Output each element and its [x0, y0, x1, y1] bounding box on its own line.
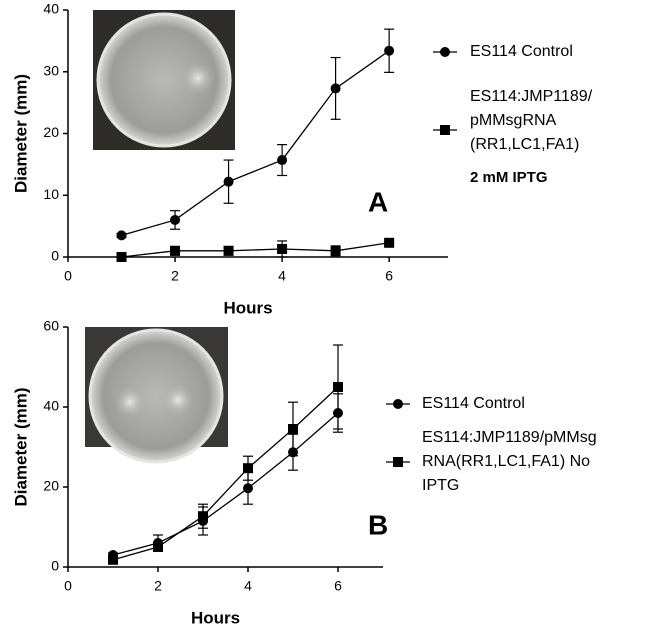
- x-tick-label: 6: [385, 268, 393, 284]
- marker: [333, 382, 343, 392]
- marker: [384, 45, 395, 56]
- y-tick-label: 10: [43, 186, 59, 202]
- legend-label: ES114:JMP1189/pMMsgRNA (RR1,LC1,FA1): [470, 88, 593, 153]
- series-line: [112, 412, 339, 556]
- annotation: B: [368, 509, 388, 540]
- y-axis-label: Diameter (mm): [11, 387, 30, 506]
- series-line: [121, 242, 390, 258]
- marker: [243, 483, 253, 494]
- marker: [223, 176, 234, 187]
- marker: [277, 155, 288, 166]
- x-tick-label: 4: [278, 268, 286, 284]
- x-tick-label: 0: [64, 578, 72, 594]
- x-axis-label: Hours: [191, 608, 240, 627]
- y-tick-label: 40: [43, 1, 59, 17]
- marker: [116, 230, 127, 241]
- marker: [153, 542, 163, 552]
- x-axis-label: Hours: [223, 298, 272, 317]
- legend-label: ES114 Control: [422, 395, 525, 412]
- legend-marker: [440, 47, 450, 57]
- legend-marker: [393, 399, 403, 409]
- legend-label: ES114 Control: [470, 43, 573, 60]
- marker: [288, 424, 298, 434]
- y-tick-label: 0: [51, 558, 59, 574]
- annotation: 2 mM IPTG: [470, 169, 548, 186]
- marker: [198, 511, 208, 522]
- x-tick-label: 2: [171, 268, 179, 284]
- marker: [330, 83, 341, 94]
- marker: [116, 252, 127, 262]
- x-tick-label: 4: [244, 578, 252, 594]
- x-tick-label: 0: [64, 268, 72, 284]
- series-line: [121, 50, 390, 237]
- y-axis-label: Diameter (mm): [11, 74, 30, 193]
- y-tick-label: 60: [43, 318, 59, 334]
- legend-label: ES114:JMP1189/pMMsg RNA(RR1,LC1,FA1) No IP…: [422, 429, 597, 494]
- series-line: [112, 386, 339, 561]
- marker: [170, 245, 181, 256]
- marker: [223, 245, 234, 256]
- y-tick-label: 20: [43, 478, 59, 494]
- marker: [277, 243, 288, 254]
- marker: [170, 214, 181, 225]
- plate-photo: [93, 10, 235, 150]
- plate-photo: [85, 327, 228, 464]
- marker: [384, 237, 395, 248]
- y-tick-label: 0: [51, 248, 59, 264]
- legend-marker: [393, 457, 403, 467]
- marker: [330, 245, 341, 256]
- x-tick-label: 2: [154, 578, 162, 594]
- marker: [243, 463, 253, 474]
- y-tick-label: 40: [43, 398, 59, 414]
- marker: [108, 554, 118, 565]
- y-tick-label: 20: [43, 124, 59, 140]
- legend-marker: [440, 125, 450, 135]
- y-tick-label: 30: [43, 62, 59, 78]
- x-tick-label: 6: [334, 578, 342, 594]
- annotation: A: [368, 186, 388, 217]
